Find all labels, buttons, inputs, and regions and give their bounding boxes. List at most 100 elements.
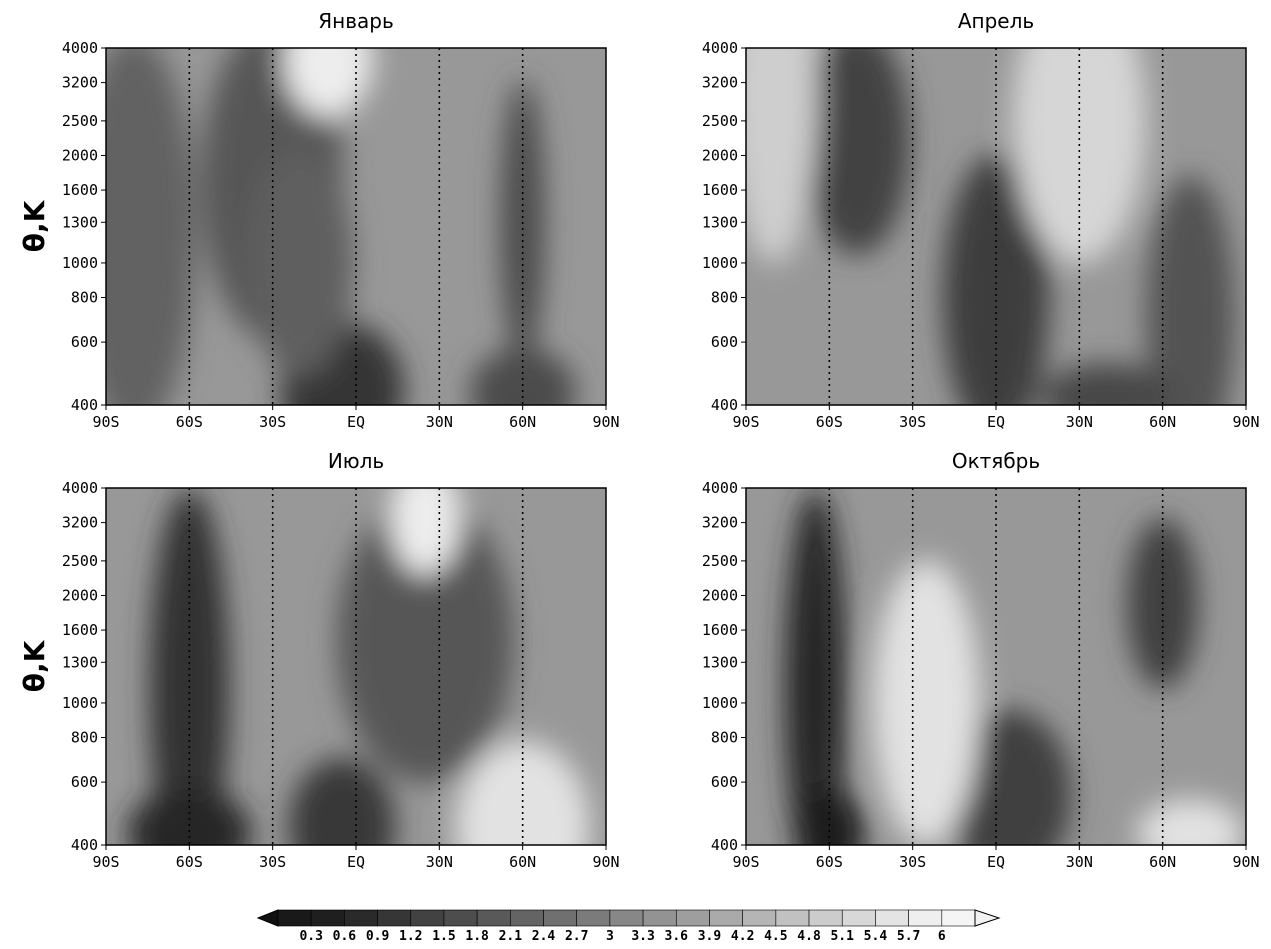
colorbar-segment: [875, 909, 909, 927]
panel-title: Январь: [318, 9, 394, 33]
colorbar-label: 4.2: [731, 929, 754, 944]
colorbar-label: 2.7: [565, 929, 588, 944]
colorbar-label: 4.5: [764, 929, 787, 944]
y-tick-label: 1300: [702, 213, 738, 231]
x-tick-label: 30S: [259, 853, 286, 871]
x-tick-label: 30N: [426, 853, 453, 871]
heatmap-blob-3: [469, 348, 576, 405]
y-tick-label: 3200: [702, 74, 738, 92]
heatmap-blob-4: [389, 488, 461, 575]
y-tick-label: 2000: [62, 586, 98, 604]
y-tick-label: 1300: [702, 653, 738, 671]
heatmap-blob-3: [1040, 363, 1174, 405]
heatmap-blob-5: [283, 48, 373, 118]
x-tick-label: 90N: [1232, 853, 1259, 871]
x-tick-label: 60S: [176, 413, 203, 431]
heatmap-blob-6: [247, 148, 354, 378]
x-tick-label: 90N: [592, 413, 619, 431]
heatmap-area: [106, 48, 606, 405]
x-tick-label: 30S: [259, 413, 286, 431]
heatmap-blob-1: [793, 788, 865, 845]
x-tick-label: 60S: [816, 413, 843, 431]
x-tick-label: 60N: [509, 853, 536, 871]
panel-1: Апрель 90S 60S 30S EQ 30N 60N 90N 4000 3200 2500 20…: [702, 9, 1260, 431]
y-tick-label: 600: [711, 773, 738, 791]
y-axis-label: θ,K: [18, 199, 51, 252]
colorbar-label: 0.6: [333, 929, 357, 944]
panel-title: Октябрь: [952, 449, 1040, 473]
colorbar-segment: [642, 909, 677, 927]
y-tick-label: 400: [711, 396, 738, 414]
colorbar-max-arrow: [974, 909, 1001, 927]
heatmap-area: [746, 48, 1246, 405]
y-tick-label: 600: [71, 773, 98, 791]
x-tick-label: 90S: [92, 413, 119, 431]
y-tick-label: 400: [71, 396, 98, 414]
y-tick-label: 1600: [702, 181, 738, 199]
colorbar-segment: [609, 909, 644, 927]
y-tick-label: 2500: [62, 552, 98, 570]
heatmap-blob-2: [1146, 175, 1235, 405]
heatmap-blob-0: [803, 48, 911, 255]
colorbar-label: 0.9: [366, 929, 389, 944]
colorbar-label: 2.4: [532, 929, 556, 944]
heatmap-blob-2: [947, 709, 1073, 845]
heatmap-blob-3: [288, 758, 396, 845]
y-tick-label: 800: [711, 289, 738, 307]
colorbar-segment: [675, 909, 710, 927]
colorbar-segment: [709, 909, 743, 927]
y-tick-label: 4000: [702, 39, 738, 57]
y-tick-label: 2000: [62, 146, 98, 164]
x-tick-label: 90N: [592, 853, 619, 871]
y-tick-label: 2500: [62, 112, 98, 130]
x-tick-label: 30N: [1066, 413, 1093, 431]
x-tick-label: EQ: [347, 413, 365, 431]
colorbar-label: 2.1: [499, 929, 523, 944]
colorbar-segment: [476, 909, 511, 927]
colorbar-label: 3.6: [665, 929, 689, 944]
colorbar-segment: [344, 909, 378, 927]
x-tick-label: 30N: [426, 413, 453, 431]
x-tick-label: EQ: [987, 413, 1005, 431]
heatmap-blob-4: [873, 560, 980, 845]
y-tick-label: 3200: [62, 74, 98, 92]
colorbar-segment: [775, 909, 810, 927]
colorbar-label: 1.5: [432, 929, 455, 944]
colorbar-segment: [277, 909, 312, 927]
y-tick-label: 3200: [62, 514, 98, 532]
colorbar-label: 5.1: [830, 929, 854, 944]
colorbar-segment: [510, 909, 544, 927]
panel-3: Октябрь 90S 60S 30S EQ 30N 60N 90N 4000 3200 2500 2…: [702, 449, 1260, 871]
y-tick-label: 1000: [702, 694, 738, 712]
colorbar-label: 3: [606, 929, 614, 944]
heatmap-area: [746, 488, 1246, 845]
y-tick-label: 400: [71, 836, 98, 854]
panel-2: Июль 90S 60S 30S EQ 30N 60N 90N 4000 3200 2500 2000…: [18, 449, 620, 871]
heatmap-blob-5: [456, 741, 590, 845]
heatmap-blob-2: [336, 497, 515, 783]
y-tick-label: 2500: [702, 552, 738, 570]
colorbar-segment: [808, 909, 843, 927]
y-tick-label: 600: [71, 333, 98, 351]
colorbar-label: 5.7: [897, 929, 920, 944]
panel-title: Июль: [328, 449, 384, 473]
colorbar-segment: [908, 909, 943, 927]
colorbar-label: 6: [938, 929, 946, 944]
y-tick-label: 1000: [702, 254, 738, 272]
y-axis-label: θ,K: [18, 639, 51, 692]
panel-title: Апрель: [958, 9, 1034, 33]
x-tick-label: EQ: [987, 853, 1005, 871]
y-tick-label: 1600: [62, 621, 98, 639]
colorbar-label: 3.3: [631, 929, 654, 944]
colorbar-segment: [576, 909, 611, 927]
panel-0: Январь 90S 60S 30S EQ 30N 60N 90N 4000 3200 2500 20…: [18, 9, 620, 431]
y-tick-label: 4000: [62, 479, 98, 497]
x-tick-label: 90N: [1232, 413, 1259, 431]
y-tick-label: 3200: [702, 514, 738, 532]
colorbar-label: 4.8: [797, 929, 821, 944]
y-tick-label: 1300: [62, 653, 98, 671]
heatmap-blob-1: [942, 154, 1050, 405]
colorbar-segment: [543, 909, 578, 927]
y-tick-label: 1600: [702, 621, 738, 639]
